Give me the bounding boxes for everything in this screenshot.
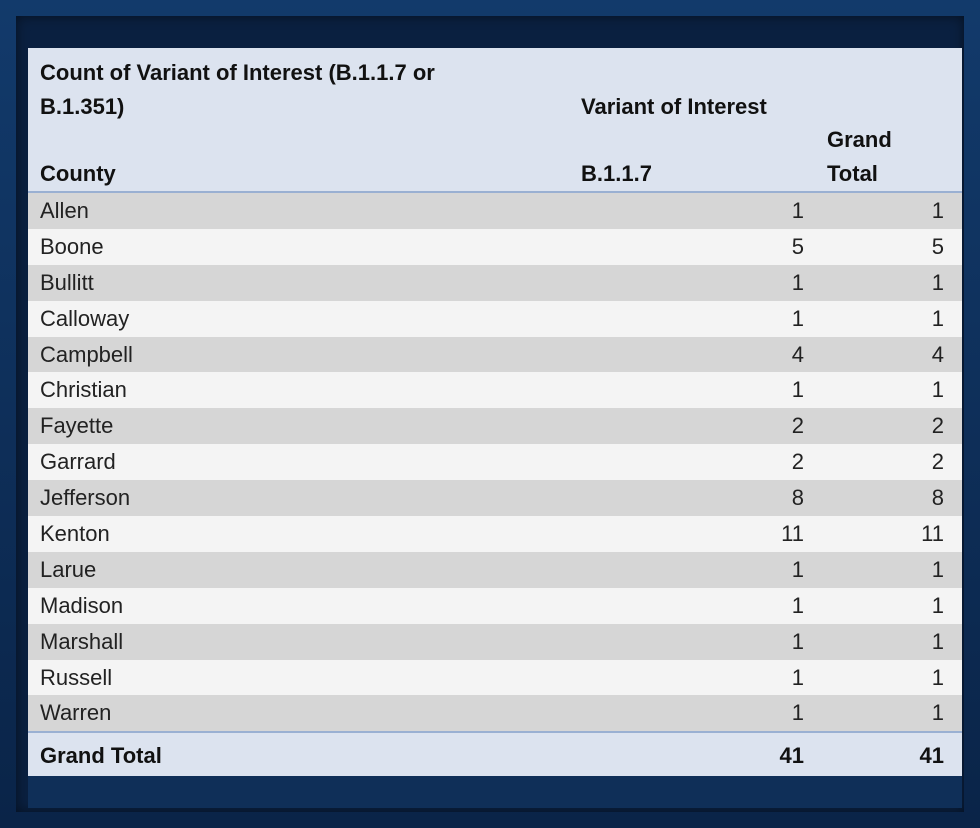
- table-row: Campbell 4 4: [28, 336, 962, 373]
- county-cell: Marshall: [40, 628, 124, 654]
- b117-count-cell: 1: [791, 592, 804, 618]
- table-body: Allen 1 1 Boone 5 5 Bullitt 1 1 Calloway 1 1 Campbel…: [28, 193, 962, 732]
- b117-count-cell: 1: [791, 377, 804, 403]
- county-cell: Larue: [40, 556, 97, 582]
- county-cell: Garrard: [40, 449, 116, 475]
- b117-count-cell: 1: [791, 556, 804, 582]
- table-row: Fayette 2 2: [28, 408, 962, 445]
- grand-total-cell: 1: [931, 269, 944, 295]
- grand-total-label: Grand Total: [40, 743, 162, 768]
- variant-header: B.1.1.7: [581, 161, 652, 186]
- table-row: Marshall 1 1: [28, 623, 962, 660]
- table-header: Count of Variant of Interest (B.1.1.7 or…: [28, 48, 962, 193]
- county-cell: Russell: [40, 664, 113, 690]
- b117-count-cell: 1: [791, 198, 804, 223]
- grand-total-row: Grand Total 41 41: [28, 731, 962, 778]
- grand-total-header-line1: Grand: [827, 127, 892, 152]
- b117-count-cell: 1: [791, 664, 804, 690]
- county-header: County: [40, 161, 116, 186]
- b117-count-cell: 1: [791, 269, 804, 295]
- table-row: Warren 1 1: [28, 695, 962, 732]
- table-row: Madison 1 1: [28, 587, 962, 624]
- grand-total-cell: 8: [931, 485, 944, 511]
- table-row: Christian 1 1: [28, 372, 962, 409]
- b117-count-cell: 11: [781, 521, 804, 547]
- county-cell: Christian: [40, 377, 127, 403]
- grand-total-cell: 1: [931, 198, 944, 223]
- county-cell: Allen: [40, 198, 89, 223]
- grand-total-cell: 1: [931, 377, 944, 403]
- slide-bottom-bar: [28, 776, 962, 808]
- grand-total-cell: 4: [931, 341, 944, 367]
- table-row: Russell 1 1: [28, 659, 962, 696]
- grand-total-cell: 2: [931, 413, 944, 439]
- b117-count-cell: 1: [791, 700, 804, 726]
- pivot-table: Count of Variant of Interest (B.1.1.7 or…: [28, 48, 962, 778]
- county-cell: Kenton: [40, 521, 110, 547]
- grand-total-cell: 1: [931, 700, 944, 726]
- b117-count-cell: 5: [791, 233, 804, 259]
- table-row: Bullitt 1 1: [28, 264, 962, 301]
- county-cell: Jefferson: [40, 485, 131, 511]
- grand-total-cell: 1: [931, 628, 944, 654]
- table-row: Calloway 1 1: [28, 300, 962, 337]
- grand-total-cell: 2: [931, 449, 944, 475]
- grand-total-cell: 1: [931, 592, 944, 618]
- table-title-line1: Count of Variant of Interest (B.1.1.7 or: [40, 60, 435, 85]
- grand-total-value: 41: [919, 743, 944, 768]
- table-row: Allen 1 1: [28, 193, 962, 229]
- grand-total-cell: 1: [931, 664, 944, 690]
- grand-total-cell: 1: [931, 556, 944, 582]
- county-cell: Fayette: [40, 413, 114, 439]
- county-cell: Campbell: [40, 341, 133, 367]
- grand-total-cell: 11: [921, 521, 944, 547]
- table-row: Garrard 2 2: [28, 444, 962, 481]
- table-row: Larue 1 1: [28, 551, 962, 588]
- grand-total-header-line2: Total: [827, 161, 878, 186]
- county-cell: Madison: [40, 592, 124, 618]
- b117-count-cell: 1: [791, 628, 804, 654]
- table-row: Boone 5 5: [28, 228, 962, 265]
- county-cell: Warren: [40, 700, 112, 726]
- table-row: Kenton 11 11: [28, 516, 962, 552]
- b117-count-cell: 1: [791, 305, 804, 331]
- county-cell: Boone: [40, 233, 104, 259]
- grand-total-b117: 41: [779, 743, 804, 768]
- b117-count-cell: 4: [791, 341, 804, 367]
- county-cell: Calloway: [40, 305, 130, 331]
- table-title-line2: B.1.351): [40, 94, 125, 119]
- b117-count-cell: 2: [791, 449, 804, 475]
- table-row: Jefferson 8 8: [28, 480, 962, 517]
- grand-total-cell: 1: [931, 305, 944, 331]
- b117-count-cell: 8: [791, 485, 804, 511]
- grand-total-cell: 5: [931, 233, 944, 259]
- b117-count-cell: 2: [791, 413, 804, 439]
- column-group-label: Variant of Interest: [581, 94, 767, 119]
- county-cell: Bullitt: [40, 269, 94, 295]
